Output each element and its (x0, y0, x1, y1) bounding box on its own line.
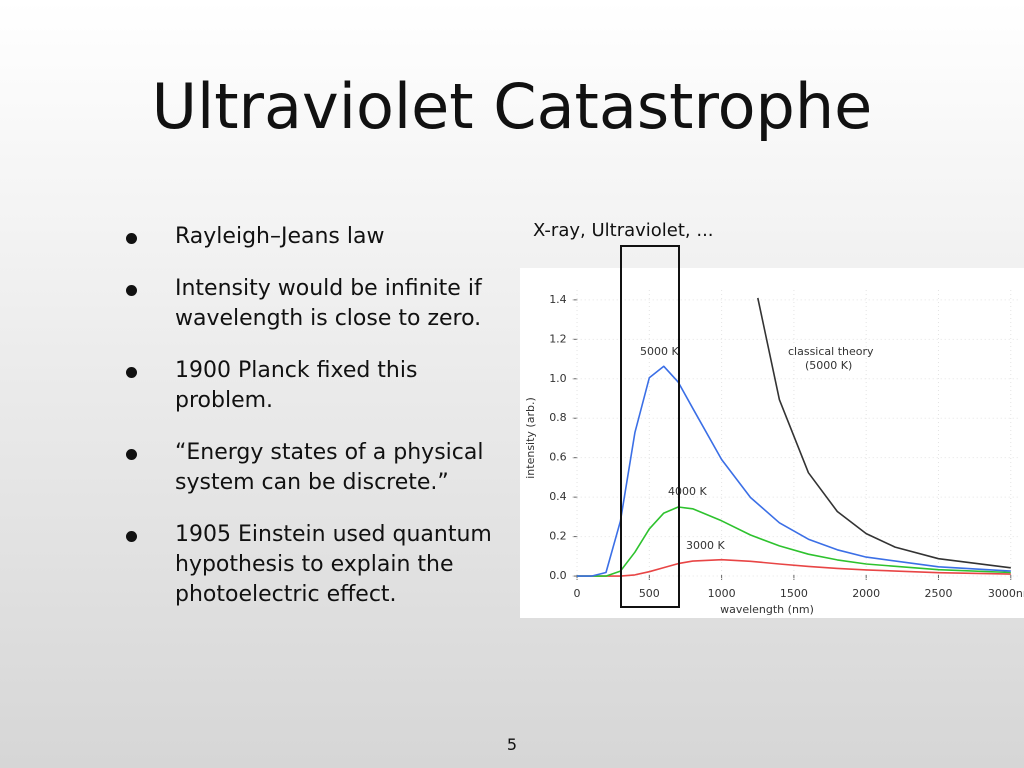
y-tick-label: 1.4 (549, 293, 567, 306)
y-tick-label: 0.6 (549, 451, 567, 464)
x-tick-label: 3000nm (988, 587, 1024, 600)
y-tick-label: 0.4 (549, 490, 567, 503)
x-tick-label: 1000 (708, 587, 736, 600)
bullet: 1905 Einstein used quantum hypothesis to… (120, 520, 520, 610)
callout: X-ray, Ultraviolet, ... (533, 220, 714, 241)
x-tick-label: 500 (639, 587, 660, 600)
slide-title: Ultraviolet Catastrophe (151, 70, 873, 143)
annotation: (5000 K) (805, 359, 852, 372)
line-series (757, 297, 1011, 569)
annotation: 3000 K (686, 539, 725, 552)
y-axis-label: intensity (arb.) (524, 397, 537, 479)
bullet-list: Rayleigh–Jeans law Intensity would be in… (120, 222, 520, 632)
bullet: 1900 Planck fixed this problem. (120, 356, 520, 416)
line-series (577, 365, 1011, 577)
x-axis-label: wavelength (nm) (720, 603, 814, 616)
bullet: Rayleigh–Jeans law (120, 222, 520, 252)
highlight-box (620, 245, 680, 608)
y-tick-label: 0.8 (549, 411, 567, 424)
annotation: classical theory (788, 345, 874, 358)
annotation: 5000 K (640, 345, 679, 358)
x-tick-label: 2000 (852, 587, 880, 600)
y-tick-label: 1.2 (549, 332, 567, 345)
bullet: Intensity would be infinite if wavelengt… (120, 274, 520, 334)
chart-background (520, 268, 1024, 618)
x-tick-label: 2500 (924, 587, 952, 600)
line-series (577, 558, 1011, 577)
x-tick-label: 1500 (780, 587, 808, 600)
line-series (577, 506, 1011, 577)
page-number: 5 (506, 735, 518, 754)
y-tick-label: 0.2 (549, 530, 567, 543)
annotation: 4000 K (668, 485, 707, 498)
bullet: “Energy states of a physical system can … (120, 438, 520, 498)
x-tick-label: 0 (574, 587, 581, 600)
y-tick-label: 0.0 (549, 569, 567, 582)
y-tick-label: 1.0 (549, 372, 567, 385)
